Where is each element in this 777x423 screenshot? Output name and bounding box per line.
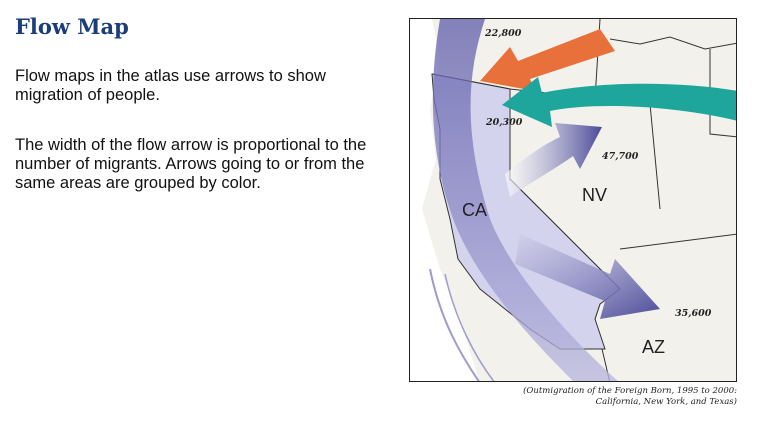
page-title: Flow Map — [15, 14, 129, 39]
ocean — [410, 19, 480, 381]
flow-label-az: 35,600 — [675, 308, 712, 319]
outflow-arc-band — [432, 19, 618, 381]
intro-paragraph: Flow maps in the atlas use arrows to sho… — [15, 67, 326, 104]
flow-label-teal: 20,300 — [485, 117, 523, 128]
flow-map: CA NV AZ 22,800 20,300 47,700 35,600 — [409, 18, 737, 382]
caption-line-1: (Outmigration of the Foreign Born, 1995 … — [523, 386, 737, 396]
caption-line-2: California, New York, and Texas) — [595, 397, 737, 407]
outer-arc-line-1 — [429, 268, 480, 381]
state-label-nv: NV — [582, 185, 607, 205]
flow-label-orange: 22,800 — [484, 28, 522, 39]
map-caption: (Outmigration of the Foreign Born, 1995 … — [437, 386, 737, 408]
orange-flow-arrow — [480, 29, 615, 91]
description-paragraph: The width of the flow arrow is proportio… — [15, 136, 367, 192]
flow-map-svg: CA NV AZ 22,800 20,300 47,700 35,600 — [410, 19, 736, 381]
flow-label-nv: 47,700 — [602, 151, 639, 162]
outer-arc-line-2 — [444, 273, 495, 381]
teal-flow-arrow — [502, 77, 736, 127]
state-label-ca: CA — [462, 200, 487, 220]
nv-flow-arrow — [505, 123, 602, 197]
az-flow-arrow — [515, 234, 660, 319]
state-label-az: AZ — [642, 337, 665, 357]
